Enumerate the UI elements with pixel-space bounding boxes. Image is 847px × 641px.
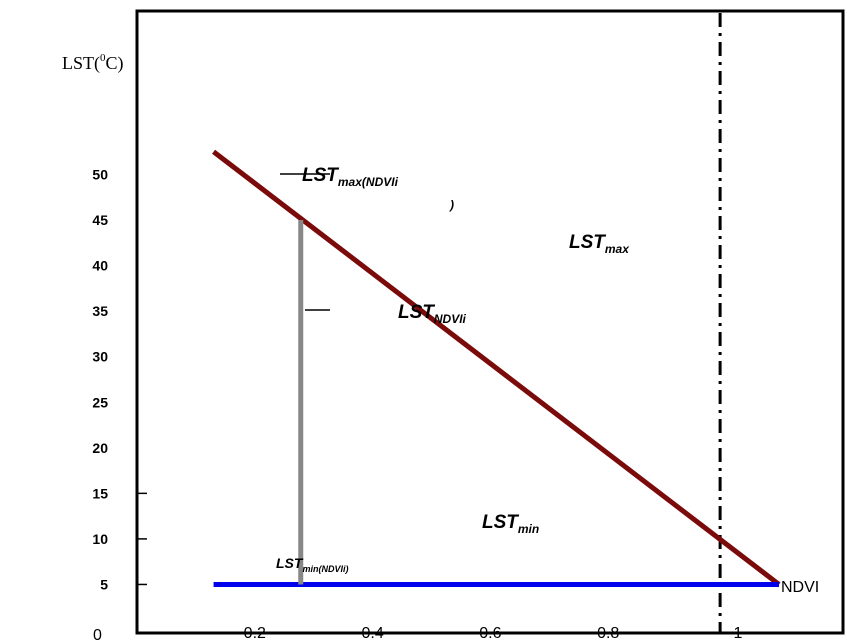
label-lst-max-ndvi: LSTmax(NDVIi	[302, 165, 399, 189]
series-lines	[212, 149, 781, 587]
y-origin-label: 0	[93, 627, 102, 641]
y-tick-label: 10	[92, 531, 108, 547]
plot-frame	[135, 9, 845, 635]
y-tick-label: 25	[92, 394, 108, 410]
y-tick-label: 45	[92, 212, 108, 228]
x-axis-label: NDVI	[781, 579, 819, 596]
lst-max-line	[212, 149, 781, 587]
y-tick-label: 30	[92, 349, 108, 365]
x-ticks: 0.2 0.4 0.6 0.8 1	[244, 625, 743, 641]
y-ticks: 5 10 15 20 25 30 35 40 45 50	[92, 167, 147, 592]
x-tick-label: 0.2	[244, 625, 266, 641]
y-tick-label: 35	[92, 303, 108, 319]
y-tick-label: 50	[92, 167, 108, 183]
y-axis-label: LST(0C)	[62, 52, 124, 74]
y-tick-label: 40	[92, 258, 108, 274]
label-lst-max: LSTmax	[569, 232, 630, 256]
x-tick-label: 1	[734, 625, 743, 641]
y-tick-label: 5	[100, 576, 108, 592]
x-tick-label: 0.6	[479, 625, 501, 641]
y-tick-label: 15	[92, 485, 108, 501]
x-tick-label: 0.4	[361, 625, 383, 641]
x-tick-label: 0.8	[597, 625, 619, 641]
label-lst-min-ndvi: LSTmin(NDVIi)	[276, 555, 348, 574]
y-tick-label: 20	[92, 440, 108, 456]
label-lst-min: LSTmin	[482, 512, 539, 536]
label-lst-ndvi: LSTNDVIi	[398, 302, 467, 326]
label-lst-max-ndvi-close: )	[448, 198, 454, 212]
